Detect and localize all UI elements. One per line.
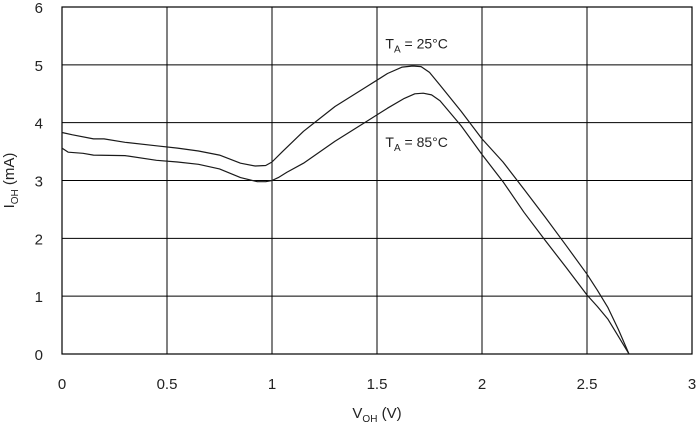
series-line-1 xyxy=(61,92,630,355)
y-tick-label: 3 xyxy=(35,174,43,191)
annotation-25c-sub: A xyxy=(394,45,401,56)
annotation-25c-rest: = 25°C xyxy=(401,36,448,52)
x-tick-labels: 0 0.5 1 1.5 2 2.5 3 xyxy=(58,376,696,393)
x-axis-label-sub: OH xyxy=(362,414,377,425)
y-tick-label: 5 xyxy=(35,58,43,75)
series-layer xyxy=(61,65,630,355)
y-axis-label-unit: (mA) xyxy=(1,153,18,190)
x-tick-label: 2 xyxy=(478,376,486,393)
grid xyxy=(61,6,693,355)
x-tick-label: 3 xyxy=(688,376,696,393)
x-tick-label: 1.5 xyxy=(367,376,388,393)
series-annotation-25c: TA = 25°C xyxy=(385,36,447,56)
plot-area-frame xyxy=(61,6,693,355)
x-axis-label-unit: (V) xyxy=(377,405,401,422)
series-annotation-85c: TA = 85°C xyxy=(385,134,447,154)
x-tick-label: 1 xyxy=(268,376,276,393)
annotation-85c-sub: A xyxy=(394,143,401,154)
y-axis-label-main: I xyxy=(1,204,18,208)
x-tick-label: 2.5 xyxy=(577,376,598,393)
y-axis-label-sub: OH xyxy=(10,189,21,204)
y-tick-label: 0 xyxy=(35,347,43,364)
annotation-85c-main: T xyxy=(385,134,394,150)
series-line-0 xyxy=(61,65,630,355)
y-tick-label: 4 xyxy=(35,116,43,133)
annotation-25c-main: T xyxy=(385,36,394,52)
y-axis-label: IOH (mA) xyxy=(1,153,21,209)
annotation-85c-rest: = 85°C xyxy=(401,134,448,150)
x-tick-label: 0.5 xyxy=(157,376,178,393)
x-tick-label: 0 xyxy=(58,376,66,393)
x-axis-label: VOH (V) xyxy=(352,405,401,425)
y-tick-label: 2 xyxy=(35,231,43,248)
y-tick-labels: 0 1 2 3 4 5 6 xyxy=(35,0,43,364)
x-axis-label-main: V xyxy=(352,405,362,422)
y-tick-label: 1 xyxy=(35,289,43,306)
y-tick-label: 6 xyxy=(35,0,43,17)
